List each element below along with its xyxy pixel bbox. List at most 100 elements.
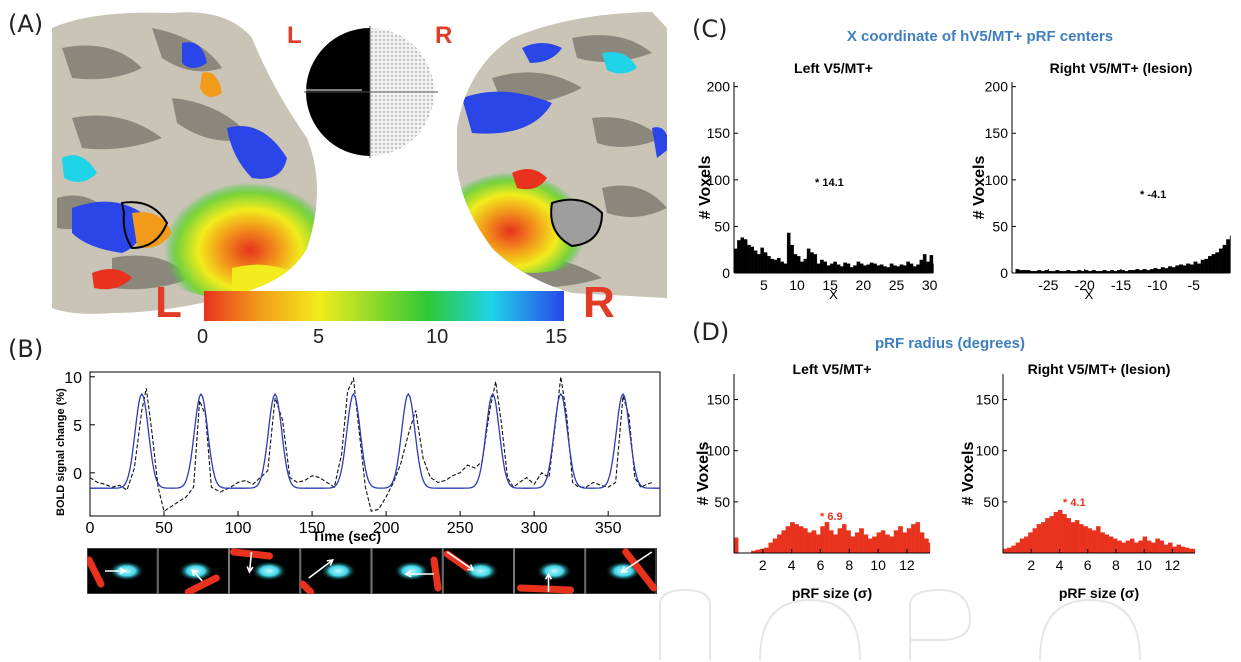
stimulus-arrow <box>248 551 253 573</box>
histogram-bar <box>733 537 739 554</box>
histogram-bar <box>1083 526 1088 554</box>
histogram-bar <box>846 530 851 554</box>
panel-b-label: (B) <box>8 335 44 363</box>
histogram-y-tick-label: 150 <box>707 392 731 408</box>
stimulus-bar <box>299 580 315 594</box>
histogram-y-tick-label: 100 <box>976 443 1000 459</box>
histogram-bar <box>1168 542 1173 554</box>
histogram-bar <box>1007 547 1012 554</box>
histogram-bar <box>1178 264 1183 274</box>
histogram-bar <box>1087 528 1093 554</box>
histogram-bar <box>889 536 895 554</box>
histogram-bar <box>790 244 794 274</box>
histogram-bar <box>850 536 856 554</box>
left-hemisphere-small-label: L <box>287 22 302 49</box>
stimulus-frames <box>87 548 657 594</box>
histogram-bar <box>1142 269 1147 274</box>
histogram-bar <box>1134 542 1139 554</box>
stimulus-frame <box>442 548 514 594</box>
histogram-bar <box>777 534 782 554</box>
histogram-bar <box>1222 244 1227 274</box>
histogram-bar <box>1186 263 1191 274</box>
histogram-bar <box>1175 265 1180 274</box>
eccentricity-colorbar <box>204 291 564 321</box>
histogram-bar <box>1019 538 1025 554</box>
panel-d-label: (D) <box>692 318 730 346</box>
bold-x-axis-label: Time (sec) <box>312 528 381 544</box>
histogram-title: Left V5/MT+ <box>793 361 872 377</box>
histogram-bar <box>1193 548 1196 554</box>
colorbar-tick-10: 10 <box>426 326 449 348</box>
histogram-y-tick-label: 0 <box>722 265 730 281</box>
stimulus-frame <box>157 548 229 594</box>
histogram-bar <box>768 542 774 554</box>
histogram-bar <box>898 526 903 554</box>
bold-x-tick-label: 200 <box>373 520 400 537</box>
histogram-bar <box>1138 540 1143 554</box>
histogram-bar <box>800 261 804 274</box>
histogram-bar <box>785 526 791 554</box>
histogram-x-tick-label: 6 <box>1084 557 1092 573</box>
panel-a-label: (A) <box>8 10 44 38</box>
histogram-x-tick-label: -15 <box>1111 277 1131 293</box>
histogram-bar <box>1155 538 1160 554</box>
histogram-bar <box>1160 267 1165 274</box>
histogram-bar <box>816 534 821 554</box>
histogram-bar <box>1040 522 1046 554</box>
stimulus-arrow <box>191 569 203 582</box>
bold-x-tick-label: 150 <box>299 520 326 537</box>
visual-field-hemianopia-map <box>304 26 438 158</box>
histogram-y-tick-label: 50 <box>983 494 999 510</box>
histogram-bar <box>1091 530 1097 554</box>
histogram-bar <box>1182 265 1187 274</box>
histogram-x-tick-label: -20 <box>1075 277 1095 293</box>
histogram-bar <box>750 246 755 274</box>
histogram-bar <box>1176 544 1182 554</box>
histogram-x-tick-label: 10 <box>789 277 805 293</box>
histogram-bar <box>854 532 860 554</box>
stimulus-arrow-head <box>246 566 254 574</box>
histogram-bar <box>1163 544 1169 554</box>
histogram-y-tick-label: 150 <box>985 125 1009 141</box>
histogram-bar <box>1151 542 1156 554</box>
histogram-bar <box>873 263 877 274</box>
histogram-bar <box>833 534 838 554</box>
histogram-bar <box>916 264 920 274</box>
histogram-x-tick-label: -10 <box>1147 277 1167 293</box>
histogram-bar <box>816 263 821 274</box>
histogram-bar <box>1226 239 1231 274</box>
histogram-d-left: Left V5/MT+ 50 100 150 2 4 6 8 10 12 pRF size (σ) #… <box>695 361 931 601</box>
histogram-x-tick-label: 12 <box>1165 557 1181 573</box>
histogram-bar <box>899 264 904 274</box>
histogram-bar <box>772 538 778 554</box>
histogram-x-tick-label: -25 <box>1038 277 1058 293</box>
histogram-bar <box>1189 548 1194 554</box>
histogram-bar <box>747 244 751 274</box>
histogram-bar <box>1049 516 1054 554</box>
bold-x-tick-label: 250 <box>447 520 474 537</box>
histogram-bar <box>1157 269 1162 274</box>
histogram-c-left: Left V5/MT+ 0 50 100 150 200 5 10 15 20 25 30 X # Vox… <box>697 60 938 300</box>
histogram-bar <box>1100 532 1105 554</box>
histogram-bar <box>1164 268 1169 274</box>
histogram-bar <box>876 265 881 274</box>
stimulus-frame <box>299 548 372 594</box>
bold-x-tick-label: 350 <box>595 520 622 537</box>
histogram-y-tick-label: 100 <box>707 443 731 459</box>
histogram-y-tick-label: 50 <box>714 218 730 234</box>
histogram-bar <box>841 524 847 554</box>
histogram-bar <box>906 261 910 274</box>
histogram-bar <box>1215 252 1220 274</box>
histogram-bar <box>836 264 841 274</box>
histogram-bar <box>866 264 871 274</box>
histogram-x-tick-label: 4 <box>788 557 796 573</box>
histogram-bar <box>1074 520 1080 554</box>
histogram-bar <box>839 266 844 274</box>
histogram-bar <box>879 264 884 274</box>
histogram-x-tick-label: 25 <box>889 277 905 293</box>
histogram-bar <box>1153 268 1158 274</box>
histogram-bar <box>869 262 874 274</box>
histogram-bar <box>743 239 748 274</box>
histogram-title: Right V5/MT+ (lesion) <box>1050 60 1193 76</box>
histogram-bar <box>1104 534 1110 554</box>
